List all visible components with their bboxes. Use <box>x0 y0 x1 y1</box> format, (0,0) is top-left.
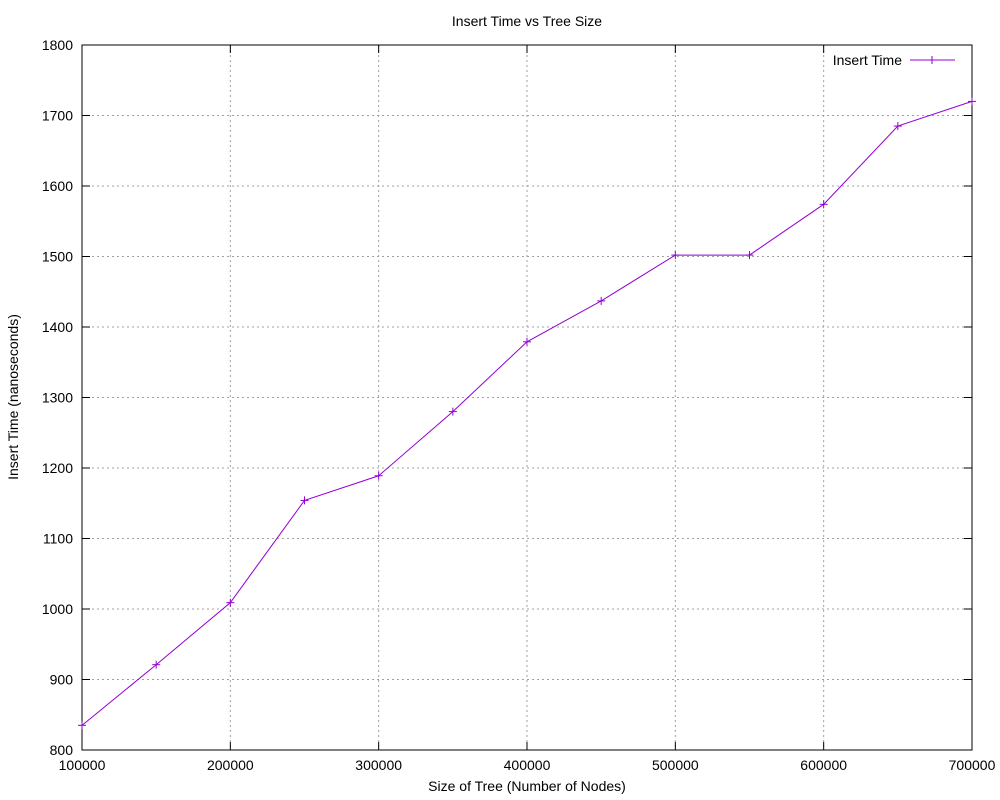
data-point-marker <box>597 296 606 305</box>
data-point-marker <box>819 200 828 209</box>
legend-label: Insert Time <box>833 52 902 68</box>
chart-title: Insert Time vs Tree Size <box>452 13 602 29</box>
data-point-marker <box>448 407 457 416</box>
y-axis-label: Insert Time (nanoseconds) <box>5 314 21 480</box>
y-tick-label: 900 <box>50 672 74 688</box>
x-tick-label: 300000 <box>355 757 402 773</box>
y-tick-label: 1200 <box>42 460 73 476</box>
series-layer <box>78 97 976 730</box>
grid <box>82 45 972 750</box>
y-tick-label: 1300 <box>42 390 73 406</box>
x-tick-label: 200000 <box>207 757 254 773</box>
data-point-marker <box>671 251 680 260</box>
data-point-marker <box>745 251 754 260</box>
data-point-marker <box>300 496 309 505</box>
x-axis-label: Size of Tree (Number of Nodes) <box>428 778 626 794</box>
data-point-marker <box>78 721 86 730</box>
x-tick-label: 700000 <box>949 757 996 773</box>
y-tick-label: 1500 <box>42 249 73 265</box>
data-point-marker <box>523 337 531 346</box>
data-point-marker <box>893 122 902 131</box>
x-tick-label: 400000 <box>504 757 551 773</box>
y-tick-label: 1600 <box>42 178 73 194</box>
y-tick-label: 1700 <box>42 108 73 124</box>
x-tick-label: 500000 <box>652 757 699 773</box>
axis-ticks: 800 900 1000 1100 1200 1300 1400 1500 1600 1700 18… <box>42 37 996 773</box>
data-point-marker <box>152 660 161 669</box>
x-tick-label: 600000 <box>800 757 847 773</box>
y-tick-label: 1100 <box>43 531 73 547</box>
y-tick-label: 1800 <box>42 37 73 53</box>
data-point-marker <box>968 97 976 106</box>
x-tick-label: 100000 <box>59 757 106 773</box>
data-point-marker <box>928 56 936 64</box>
y-tick-label: 800 <box>50 742 74 758</box>
legend-marker <box>928 56 936 64</box>
y-tick-label: 1400 <box>42 319 73 335</box>
y-tick-label: 1000 <box>42 601 73 617</box>
legend: Insert Time <box>833 52 955 68</box>
data-point-marker <box>374 471 383 480</box>
data-point-marker <box>226 598 235 607</box>
